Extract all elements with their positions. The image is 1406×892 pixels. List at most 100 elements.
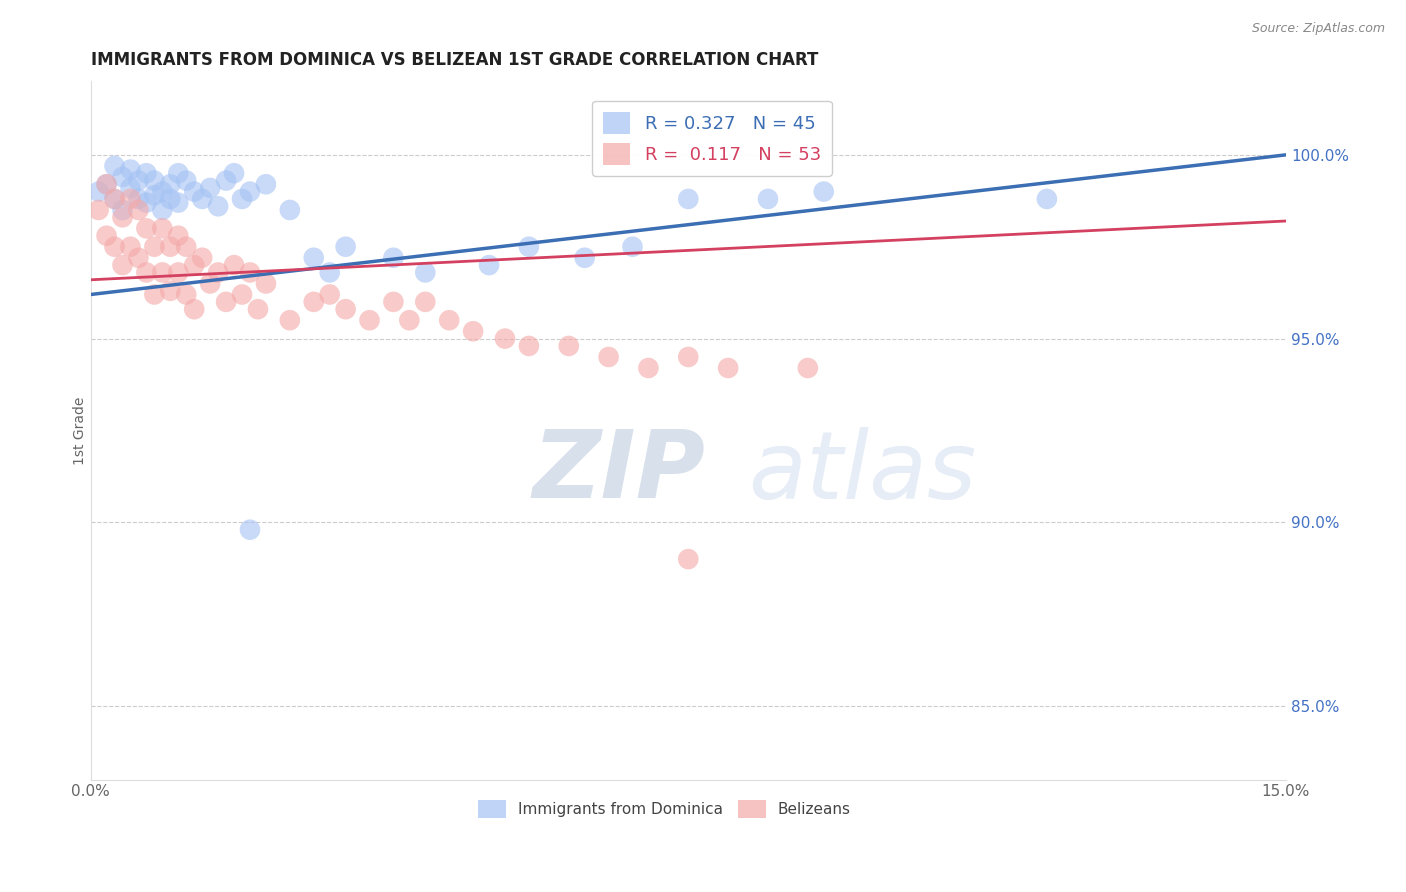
Point xyxy=(150,185,173,199)
Point xyxy=(143,188,166,202)
Point xyxy=(717,361,740,376)
Point xyxy=(87,202,110,217)
Point xyxy=(127,251,149,265)
Point xyxy=(813,185,835,199)
Point xyxy=(246,302,269,317)
Point xyxy=(143,173,166,187)
Point xyxy=(103,192,125,206)
Point xyxy=(239,523,262,537)
Point xyxy=(183,258,205,272)
Point xyxy=(159,284,181,298)
Point xyxy=(215,294,238,309)
Point xyxy=(167,195,190,210)
Point xyxy=(198,277,221,291)
Point xyxy=(478,258,501,272)
Point xyxy=(278,202,301,217)
Point xyxy=(135,221,157,235)
Point xyxy=(135,195,157,210)
Point xyxy=(111,169,134,184)
Point xyxy=(174,287,197,301)
Point xyxy=(111,258,134,272)
Point xyxy=(494,332,516,346)
Point xyxy=(103,192,125,206)
Point xyxy=(87,185,110,199)
Point xyxy=(637,361,659,376)
Point xyxy=(302,294,325,309)
Point xyxy=(207,199,229,213)
Point xyxy=(207,265,229,279)
Point xyxy=(756,192,779,206)
Point xyxy=(231,287,253,301)
Point xyxy=(150,265,173,279)
Point xyxy=(135,166,157,180)
Point xyxy=(254,277,277,291)
Point xyxy=(120,240,142,254)
Point xyxy=(302,251,325,265)
Point xyxy=(135,265,157,279)
Point xyxy=(96,228,118,243)
Point xyxy=(191,192,214,206)
Point xyxy=(678,350,700,364)
Point xyxy=(231,192,253,206)
Point xyxy=(278,313,301,327)
Point xyxy=(678,192,700,206)
Point xyxy=(191,251,214,265)
Point xyxy=(127,173,149,187)
Point xyxy=(150,202,173,217)
Point xyxy=(558,339,581,353)
Point xyxy=(797,361,820,376)
Point xyxy=(382,251,405,265)
Point xyxy=(318,265,340,279)
Legend: Immigrants from Dominica, Belizeans: Immigrants from Dominica, Belizeans xyxy=(472,794,856,824)
Point xyxy=(111,211,134,225)
Point xyxy=(318,287,340,301)
Point xyxy=(174,173,197,187)
Point xyxy=(198,181,221,195)
Point xyxy=(174,240,197,254)
Point xyxy=(103,240,125,254)
Point xyxy=(96,178,118,192)
Point xyxy=(678,552,700,566)
Point xyxy=(335,302,357,317)
Point xyxy=(222,166,245,180)
Point xyxy=(96,178,118,192)
Point xyxy=(621,240,644,254)
Point xyxy=(183,302,205,317)
Point xyxy=(335,240,357,254)
Point xyxy=(517,240,540,254)
Point xyxy=(239,185,262,199)
Point xyxy=(1036,192,1059,206)
Point xyxy=(254,178,277,192)
Point xyxy=(120,181,142,195)
Point xyxy=(159,192,181,206)
Point xyxy=(215,173,238,187)
Point xyxy=(150,221,173,235)
Point xyxy=(167,228,190,243)
Point xyxy=(222,258,245,272)
Point xyxy=(103,159,125,173)
Text: IMMIGRANTS FROM DOMINICA VS BELIZEAN 1ST GRADE CORRELATION CHART: IMMIGRANTS FROM DOMINICA VS BELIZEAN 1ST… xyxy=(90,51,818,69)
Point xyxy=(143,287,166,301)
Point xyxy=(159,178,181,192)
Point xyxy=(127,202,149,217)
Point xyxy=(120,192,142,206)
Point xyxy=(517,339,540,353)
Y-axis label: 1st Grade: 1st Grade xyxy=(73,396,87,465)
Text: Source: ZipAtlas.com: Source: ZipAtlas.com xyxy=(1251,22,1385,36)
Text: atlas: atlas xyxy=(748,427,976,518)
Point xyxy=(439,313,461,327)
Point xyxy=(159,240,181,254)
Point xyxy=(239,265,262,279)
Point xyxy=(183,185,205,199)
Text: ZIP: ZIP xyxy=(533,426,706,518)
Point xyxy=(111,202,134,217)
Point xyxy=(167,265,190,279)
Point xyxy=(382,294,405,309)
Point xyxy=(120,162,142,177)
Point xyxy=(359,313,381,327)
Point xyxy=(574,251,596,265)
Point xyxy=(127,192,149,206)
Point xyxy=(143,240,166,254)
Point xyxy=(413,294,436,309)
Point xyxy=(167,166,190,180)
